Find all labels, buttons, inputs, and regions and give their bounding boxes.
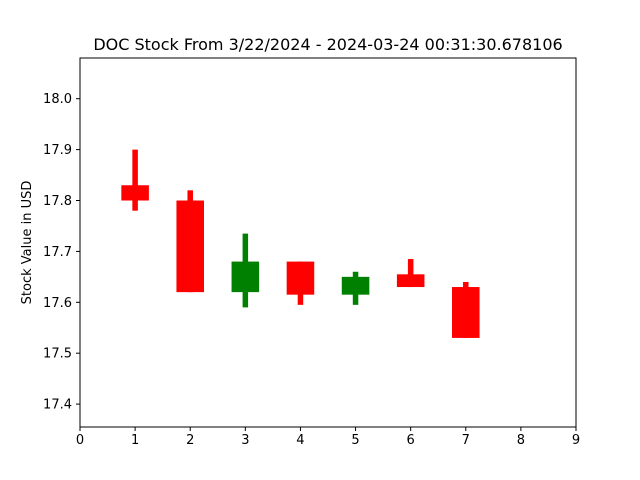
x-tick-label: 2 xyxy=(186,433,194,448)
y-tick-label: 18.0 xyxy=(43,92,72,107)
candle-wick-1 xyxy=(132,149,138,211)
x-tick-label: 8 xyxy=(517,433,525,448)
y-tick-label: 17.7 xyxy=(43,245,72,260)
x-tick-label: 7 xyxy=(462,433,470,448)
candle-body-2 xyxy=(176,200,204,293)
x-tick-label: 0 xyxy=(76,433,84,448)
y-axis-label: Stock Value in USD xyxy=(20,181,35,305)
candle-body-6 xyxy=(396,274,425,288)
y-tick-label: 17.8 xyxy=(43,194,72,209)
x-tick-label: 9 xyxy=(572,433,580,448)
candle-body-5 xyxy=(341,276,370,295)
candle-body-7 xyxy=(452,287,480,338)
x-tick-label: 1 xyxy=(131,433,139,448)
x-tick-label: 3 xyxy=(241,433,249,448)
y-tick-label: 17.4 xyxy=(43,398,72,413)
chart-title: DOC Stock From 3/22/2024 - 2024-03-24 00… xyxy=(93,35,562,54)
candle-body-4 xyxy=(286,261,315,295)
y-tick-label: 17.5 xyxy=(43,347,72,362)
candle-body-3 xyxy=(231,261,260,293)
candles-layer xyxy=(121,149,480,338)
plot-area xyxy=(79,57,577,428)
y-tick-label: 17.6 xyxy=(43,296,72,311)
x-tick-label: 6 xyxy=(407,433,415,448)
x-tick-label: 5 xyxy=(351,433,359,448)
x-axis: 0 1 2 3 4 5 6 7 8 9 xyxy=(76,427,580,448)
y-tick-label: 17.9 xyxy=(43,143,72,158)
x-tick-label: 4 xyxy=(296,433,304,448)
candle-body-1 xyxy=(121,185,149,201)
candle-wick-6 xyxy=(407,259,414,288)
y-axis: 17.4 17.5 17.6 17.7 17.8 17.9 18.0 xyxy=(43,92,80,413)
